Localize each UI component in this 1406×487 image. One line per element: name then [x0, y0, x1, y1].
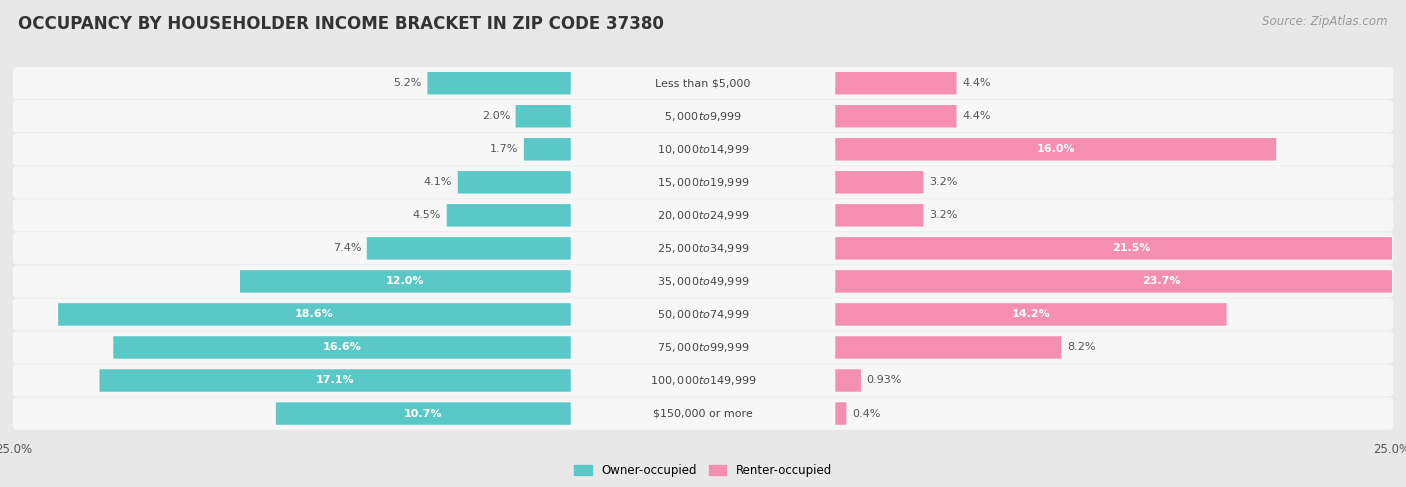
Text: $35,000 to $49,999: $35,000 to $49,999	[657, 275, 749, 288]
FancyBboxPatch shape	[835, 138, 1277, 161]
Text: $75,000 to $99,999: $75,000 to $99,999	[657, 341, 749, 354]
FancyBboxPatch shape	[100, 369, 571, 392]
FancyBboxPatch shape	[13, 199, 1393, 231]
FancyBboxPatch shape	[516, 105, 571, 128]
Text: 4.5%: 4.5%	[413, 210, 441, 220]
Text: Source: ZipAtlas.com: Source: ZipAtlas.com	[1263, 15, 1388, 28]
FancyBboxPatch shape	[835, 336, 1062, 359]
Text: 4.4%: 4.4%	[962, 78, 991, 88]
Text: 2.0%: 2.0%	[482, 111, 510, 121]
Text: 4.4%: 4.4%	[962, 111, 991, 121]
FancyBboxPatch shape	[447, 204, 571, 226]
FancyBboxPatch shape	[835, 72, 956, 94]
Legend: Owner-occupied, Renter-occupied: Owner-occupied, Renter-occupied	[569, 459, 837, 482]
FancyBboxPatch shape	[835, 171, 924, 193]
FancyBboxPatch shape	[835, 369, 860, 392]
Text: 14.2%: 14.2%	[1011, 309, 1050, 319]
FancyBboxPatch shape	[13, 133, 1393, 166]
FancyBboxPatch shape	[13, 100, 1393, 132]
FancyBboxPatch shape	[524, 138, 571, 161]
Text: 0.93%: 0.93%	[866, 375, 901, 386]
Text: $25,000 to $34,999: $25,000 to $34,999	[657, 242, 749, 255]
FancyBboxPatch shape	[835, 303, 1226, 326]
FancyBboxPatch shape	[13, 298, 1393, 331]
FancyBboxPatch shape	[13, 166, 1393, 199]
Text: $15,000 to $19,999: $15,000 to $19,999	[657, 176, 749, 189]
FancyBboxPatch shape	[240, 270, 571, 293]
FancyBboxPatch shape	[835, 204, 924, 226]
Text: 8.2%: 8.2%	[1067, 342, 1095, 353]
Text: 23.7%: 23.7%	[1143, 277, 1181, 286]
FancyBboxPatch shape	[427, 72, 571, 94]
FancyBboxPatch shape	[276, 402, 571, 425]
FancyBboxPatch shape	[58, 303, 571, 326]
Text: 3.2%: 3.2%	[929, 177, 957, 187]
FancyBboxPatch shape	[835, 270, 1406, 293]
Text: $100,000 to $149,999: $100,000 to $149,999	[650, 374, 756, 387]
Text: OCCUPANCY BY HOUSEHOLDER INCOME BRACKET IN ZIP CODE 37380: OCCUPANCY BY HOUSEHOLDER INCOME BRACKET …	[18, 15, 664, 33]
Text: $150,000 or more: $150,000 or more	[654, 409, 752, 418]
Text: $20,000 to $24,999: $20,000 to $24,999	[657, 209, 749, 222]
FancyBboxPatch shape	[13, 364, 1393, 397]
Text: 17.1%: 17.1%	[316, 375, 354, 386]
FancyBboxPatch shape	[13, 232, 1393, 264]
Text: 16.0%: 16.0%	[1036, 144, 1076, 154]
FancyBboxPatch shape	[13, 67, 1393, 99]
Text: 1.7%: 1.7%	[489, 144, 519, 154]
FancyBboxPatch shape	[458, 171, 571, 193]
FancyBboxPatch shape	[835, 105, 956, 128]
Text: 0.4%: 0.4%	[852, 409, 880, 418]
FancyBboxPatch shape	[835, 402, 846, 425]
Text: 18.6%: 18.6%	[295, 309, 333, 319]
Text: Less than $5,000: Less than $5,000	[655, 78, 751, 88]
Text: $50,000 to $74,999: $50,000 to $74,999	[657, 308, 749, 321]
Text: 10.7%: 10.7%	[404, 409, 443, 418]
Text: 4.1%: 4.1%	[423, 177, 453, 187]
FancyBboxPatch shape	[367, 237, 571, 260]
FancyBboxPatch shape	[114, 336, 571, 359]
Text: $5,000 to $9,999: $5,000 to $9,999	[664, 110, 742, 123]
Text: 5.2%: 5.2%	[394, 78, 422, 88]
Text: $10,000 to $14,999: $10,000 to $14,999	[657, 143, 749, 156]
FancyBboxPatch shape	[13, 331, 1393, 364]
FancyBboxPatch shape	[13, 265, 1393, 298]
FancyBboxPatch shape	[835, 237, 1406, 260]
Text: 21.5%: 21.5%	[1112, 244, 1150, 253]
Text: 3.2%: 3.2%	[929, 210, 957, 220]
FancyBboxPatch shape	[13, 397, 1393, 430]
Text: 16.6%: 16.6%	[322, 342, 361, 353]
Text: 12.0%: 12.0%	[387, 277, 425, 286]
Text: 7.4%: 7.4%	[333, 244, 361, 253]
